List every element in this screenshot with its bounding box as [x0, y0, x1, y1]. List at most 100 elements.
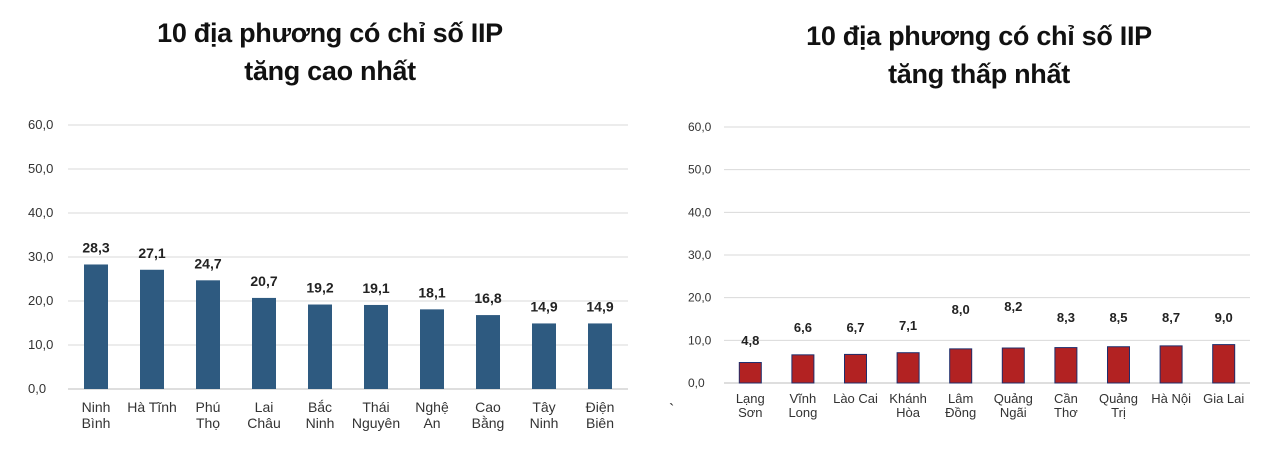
x-tick-label: Điện: [586, 399, 615, 415]
data-label: 18,1: [418, 284, 445, 300]
data-label: 16,8: [474, 290, 501, 306]
bar: [476, 315, 500, 389]
data-label: 27,1: [138, 245, 165, 261]
y-tick-label: 30,0: [688, 248, 712, 262]
chart-title-highest: 10 địa phương có chỉ số IIP tăng cao nhấ…: [20, 14, 640, 90]
x-tick-label: Lai: [255, 399, 274, 415]
x-tick-label: Long: [788, 405, 817, 420]
x-tick-label: Thái: [362, 399, 389, 415]
x-tick-label: Cao: [475, 399, 501, 415]
x-tick-label: Bình: [82, 415, 111, 431]
y-tick-label: 40,0: [688, 205, 712, 219]
y-tick-label: 30,0: [28, 249, 53, 264]
x-tick-label: Lạng: [736, 391, 765, 406]
y-tick-label: 50,0: [28, 161, 53, 176]
data-label: 19,1: [362, 280, 389, 296]
x-tick-label: Trị: [1111, 405, 1126, 420]
data-label: 8,7: [1162, 310, 1180, 325]
x-tick-label: Bằng: [472, 415, 505, 431]
x-tick-label: Vĩnh: [790, 391, 817, 406]
x-tick-label: Nguyên: [352, 415, 400, 431]
bar: [791, 354, 815, 384]
y-tick-label: 50,0: [688, 163, 712, 177]
bar: [738, 362, 762, 384]
data-label: 19,2: [306, 280, 333, 296]
x-tick-label: Ninh: [82, 399, 111, 415]
data-label: 6,7: [846, 320, 864, 335]
bar: [588, 323, 612, 389]
x-tick-label: Biên: [586, 415, 614, 431]
data-label: 8,5: [1109, 310, 1127, 325]
x-tick-label: Ninh: [306, 415, 335, 431]
x-tick-label: Châu: [247, 415, 280, 431]
chart-title-lowest: 10 địa phương có chỉ số IIP tăng thấp nh…: [680, 17, 1278, 93]
data-label: 8,0: [952, 302, 970, 317]
bar: [196, 280, 220, 389]
bar: [1212, 344, 1236, 384]
x-tick-label: Quảng: [1099, 391, 1138, 406]
data-label: 7,1: [899, 318, 917, 333]
bar: [364, 304, 388, 389]
x-tick-label: Đồng: [945, 405, 976, 420]
data-label: 8,3: [1057, 310, 1075, 325]
y-tick-label: 20,0: [28, 293, 53, 308]
x-tick-label: Bắc: [308, 399, 332, 415]
x-tick-label: Thọ: [196, 415, 220, 431]
bar: [949, 348, 973, 384]
data-label: 8,2: [1004, 299, 1022, 314]
x-tick-label: Sơn: [738, 405, 762, 420]
y-tick-label: 20,0: [688, 291, 712, 305]
bar: [140, 269, 164, 389]
x-tick-label: Phú: [196, 399, 221, 415]
bar: [896, 352, 920, 384]
bar: [844, 353, 867, 384]
x-tick-label: Gia Lai: [1203, 391, 1244, 406]
data-label: 14,9: [530, 298, 557, 314]
data-label: 9,0: [1215, 310, 1233, 325]
bar: [252, 297, 276, 389]
x-tick-label: Cần: [1054, 391, 1078, 406]
x-tick-label: Nghệ: [415, 399, 449, 415]
stray-mark: `: [669, 402, 675, 419]
bar: [532, 323, 556, 389]
x-tick-label: An: [423, 415, 440, 431]
chart-title-line1: 10 địa phương có chỉ số IIP: [157, 18, 503, 48]
x-tick-label: Ngãi: [1000, 405, 1027, 420]
bar: [1159, 345, 1183, 384]
chart-title-line2: tăng thấp nhất: [888, 59, 1070, 89]
bar: [84, 264, 108, 389]
x-tick-label: Hòa: [896, 405, 921, 420]
y-tick-label: 60,0: [688, 120, 712, 134]
data-label: 6,6: [794, 320, 812, 335]
x-tick-label: Khánh: [889, 391, 927, 406]
chart-panel-lowest: 10 địa phương có chỉ số IIP tăng thấp nh…: [660, 0, 1278, 454]
x-tick-label: Thơ: [1054, 405, 1078, 420]
bar: [1107, 346, 1130, 384]
y-tick-label: 40,0: [28, 205, 53, 220]
bar-chart-highest: 0,010,020,030,040,050,060,028,3NinhBình2…: [28, 117, 628, 431]
chart-title-line1: 10 địa phương có chỉ số IIP: [806, 21, 1152, 51]
data-label: 14,9: [586, 298, 613, 314]
bar: [420, 309, 444, 389]
y-tick-label: 60,0: [28, 117, 53, 132]
data-label: 24,7: [194, 255, 221, 271]
x-tick-label: Ninh: [530, 415, 559, 431]
chart-title-line2: tăng cao nhất: [244, 56, 416, 86]
data-label: 4,8: [741, 333, 759, 348]
chart-panel-highest: 10 địa phương có chỉ số IIP tăng cao nhấ…: [20, 14, 640, 431]
x-tick-label: Tây: [532, 399, 555, 415]
bar: [1001, 347, 1025, 384]
x-tick-label: Hà Tĩnh: [127, 399, 177, 415]
data-label: 28,3: [82, 239, 109, 255]
bar: [1054, 347, 1078, 384]
x-tick-label: Lâm: [948, 391, 973, 406]
y-tick-label: 10,0: [688, 333, 712, 347]
x-tick-label: Hà Nội: [1151, 391, 1191, 406]
y-tick-label: 10,0: [28, 337, 53, 352]
data-label: 20,7: [250, 273, 277, 289]
y-tick-label: 0,0: [28, 381, 46, 396]
y-tick-label: 0,0: [688, 376, 705, 390]
x-tick-label: Quảng: [994, 391, 1033, 406]
bar: [308, 304, 332, 389]
